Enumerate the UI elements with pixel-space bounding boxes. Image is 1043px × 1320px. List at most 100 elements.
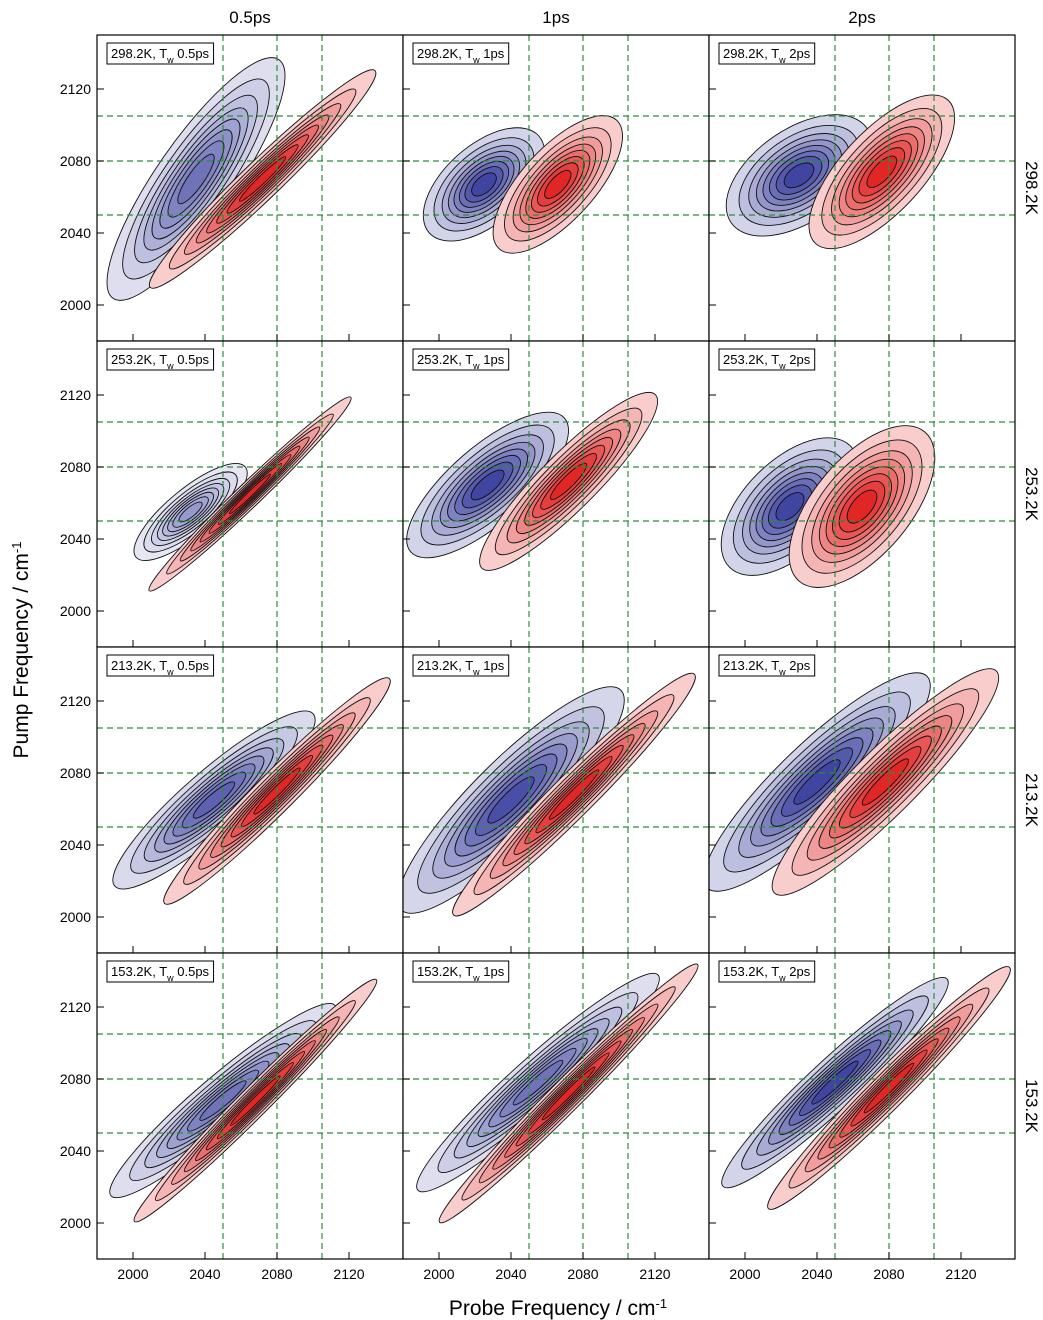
negative-peak: [106, 57, 286, 301]
panel-label-box: [718, 348, 816, 371]
contour-area: [97, 953, 403, 1259]
contour-level: [793, 759, 841, 805]
positive-peak: [492, 115, 623, 254]
y-tick-label: 2000: [60, 1215, 91, 1231]
contour-level: [548, 769, 600, 820]
contour-area: [403, 35, 709, 341]
contour-level: [230, 1075, 281, 1126]
negative-peak: [422, 127, 546, 242]
contour-area: [97, 35, 403, 341]
negative-peak: [403, 686, 625, 914]
x-tick-label: 2000: [729, 1266, 760, 1282]
panel-label-box: [412, 960, 510, 983]
x-axis-title: Probe Frequency / cm-1: [449, 1296, 667, 1320]
positive-peak: [479, 391, 659, 571]
x-tick-label: 2080: [567, 1266, 598, 1282]
y-tick-label: 2080: [60, 765, 91, 781]
contour-area: [709, 341, 1015, 647]
spectrum-panel: 298.2K, Tw 2ps: [708, 34, 1016, 342]
y-tick-label: 2120: [60, 81, 91, 97]
y-tick-label: 2040: [60, 1143, 91, 1159]
panel-label-box: [106, 960, 215, 983]
y-tick-label: 2120: [60, 387, 91, 403]
column-title-1ps: 1ps: [542, 8, 569, 27]
x-tick-label: 2080: [873, 1266, 904, 1282]
contour-level: [775, 492, 805, 522]
spectrum-panel: 253.2K, Tw 1ps: [402, 340, 710, 648]
panel-label-text: 298.2K, Tw 0.5ps: [111, 46, 210, 65]
negative-peak: [112, 710, 316, 890]
contour-area: [97, 647, 403, 953]
negative-peak: [709, 672, 931, 892]
panel-label: 253.2K, Tw 2ps: [718, 348, 816, 371]
contour-level: [544, 169, 572, 199]
x-tick-label: 2080: [261, 1266, 292, 1282]
panel-frame: [708, 952, 1016, 1260]
contour-level: [541, 1066, 596, 1121]
spectrum-panel: 298.2K, Tw 1ps: [402, 34, 710, 342]
spectrum-panel: 213.2K, Tw 1ps: [402, 646, 710, 954]
panel-label-box: [106, 654, 215, 677]
spectrum-panel: 2000 2040 2080 2120 213.2K, Tw 0.5ps: [60, 646, 404, 954]
x-tick-label: 2040: [801, 1266, 832, 1282]
y-tick-label: 2120: [60, 999, 91, 1015]
positive-peak: [438, 963, 699, 1224]
positive-peak: [452, 672, 696, 917]
contour-level: [470, 469, 505, 501]
contour-area: [403, 953, 709, 1259]
panel-label-text: 253.2K, Tw 2ps: [723, 352, 811, 371]
negative-peak: [406, 411, 569, 559]
contour-level: [192, 781, 236, 819]
y-tick-label: 2000: [60, 909, 91, 925]
contour-area: [709, 35, 1015, 341]
figure-labels: Probe Frequency / cm-1 Pump Frequency / …: [9, 8, 1042, 1320]
spectrum-panel: 253.2K, Tw 2ps: [708, 340, 1016, 648]
contour-level: [199, 1080, 247, 1121]
y-tick-label: 2040: [60, 837, 91, 853]
x-tick-label: 2000: [117, 1266, 148, 1282]
spectrum-panel: 2000 2040 2080 2120 253.2K, Tw 0.5ps: [60, 340, 404, 648]
panel-label-box: [106, 42, 215, 65]
contour-level: [783, 162, 815, 189]
contour-level: [228, 473, 272, 515]
contour-level: [861, 758, 909, 806]
positive-peak: [771, 668, 1000, 896]
spectrum-panel: 213.2K, Tw 2ps: [708, 646, 1016, 954]
contour-level: [177, 153, 215, 205]
panels-grid: 2000 2040 2080 2120 298.2K, Tw 0.5ps 298.2K, …: [60, 34, 1016, 1282]
panel-label-box: [718, 42, 816, 65]
positive-peak: [148, 69, 377, 289]
contour-level: [239, 156, 287, 202]
contour-level: [487, 776, 535, 824]
panel-label: 213.2K, Tw 2ps: [718, 654, 816, 677]
y-tick-label: 2040: [60, 225, 91, 241]
negative-peak: [109, 1003, 337, 1199]
spectrum-panel: 2000 2040 2080 2120 298.2K, Tw 0.5ps: [60, 34, 404, 342]
contour-level: [471, 172, 497, 197]
y-tick-label: 2000: [60, 297, 91, 313]
contour-area: [403, 647, 709, 953]
negative-peak: [721, 976, 949, 1189]
positive-peak: [148, 396, 352, 592]
positive-peak: [808, 94, 956, 250]
panel-label-text: 213.2K, Tw 1ps: [417, 658, 505, 677]
x-tick-label: 2040: [189, 1266, 220, 1282]
spectrum-panel: 2000 2040 2080 2120 153.2K, Tw 2ps: [708, 952, 1016, 1282]
panel-label-box: [718, 960, 816, 983]
panel-label: 213.2K, Tw 0.5ps: [106, 654, 215, 677]
y-axis-title: Pump Frequency / cm-1: [9, 542, 34, 759]
spectrum-panel: 2000 2040 2080 2120 153.2K, Tw 1ps: [402, 952, 710, 1282]
panel-label: 153.2K, Tw 0.5ps: [106, 960, 215, 983]
panel-label-text: 153.2K, Tw 1ps: [417, 964, 505, 983]
row-title-298-2K: 298.2K: [1022, 161, 1041, 216]
row-title-153-2K: 153.2K: [1022, 1079, 1041, 1134]
x-tick-label: 2040: [495, 1266, 526, 1282]
panel-label-box: [106, 348, 215, 371]
positive-peak: [133, 978, 378, 1223]
x-tick-label: 2120: [945, 1266, 976, 1282]
panel-label-text: 298.2K, Tw 2ps: [723, 46, 811, 65]
y-tick-label: 2080: [60, 153, 91, 169]
panel-label-box: [718, 654, 816, 677]
panel-label-text: 153.2K, Tw 0.5ps: [111, 964, 210, 983]
